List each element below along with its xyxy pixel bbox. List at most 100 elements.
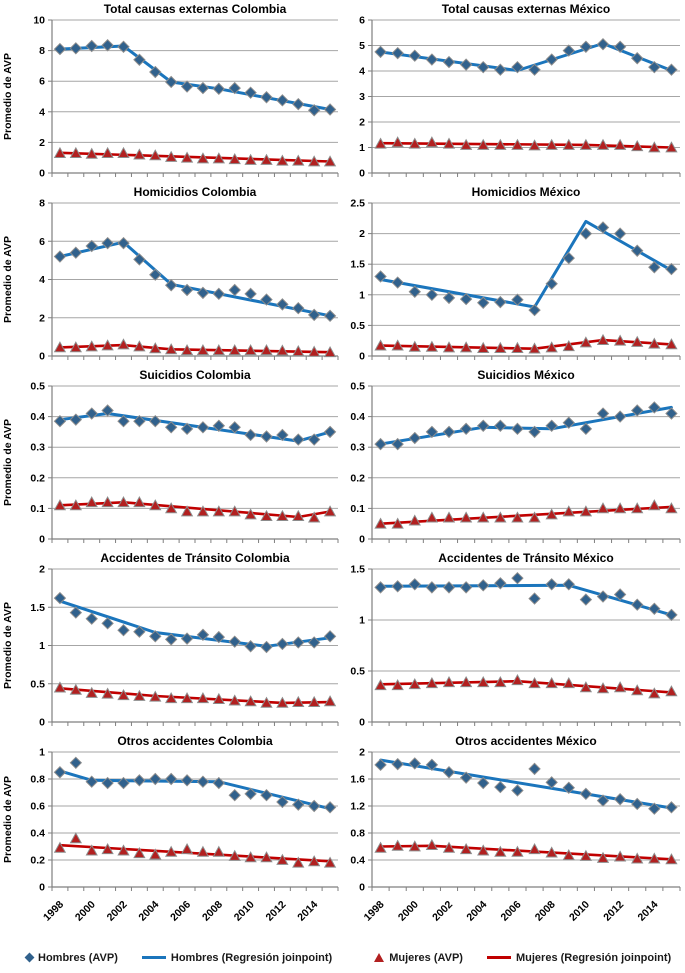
hombres-avp-marker (292, 798, 305, 811)
mujeres-avp-marker (391, 339, 404, 351)
hombres-avp-marker (101, 39, 114, 52)
mujeres-avp-marker (596, 682, 610, 694)
hombres-avp-marker (631, 404, 644, 417)
y-tick-label: 0.1 (350, 503, 365, 515)
x-tick-label: 1998 (41, 899, 66, 924)
mujeres-avp-marker (477, 341, 490, 353)
chart-accidentes-transito-colombia: 0 0.5 1 1.5 2 Accidentes de Tránsito Colombia… (0, 549, 342, 732)
y-tick-label: 0 (359, 534, 365, 546)
mujeres-avp-marker (228, 344, 241, 356)
mujeres-avp-marker (180, 692, 194, 704)
hombres-avp-marker (528, 762, 541, 776)
mujeres-avp-marker (292, 509, 305, 521)
hombres-avp-marker (648, 261, 661, 274)
hombres-avp-marker (511, 784, 524, 797)
hombres-avp-marker (149, 772, 162, 786)
mujeres-avp-marker (494, 341, 507, 353)
mujeres-triangle-icon (374, 953, 385, 962)
mujeres-avp-marker (631, 502, 644, 514)
mujeres-avp-marker (442, 675, 456, 688)
y-tick-label: 2 (39, 564, 45, 576)
hombres-avp-marker (665, 407, 678, 420)
mujeres-avp-marker (408, 137, 421, 149)
y-axis-label: Promedio de AVP (2, 53, 14, 140)
mujeres-avp-marker (528, 511, 541, 523)
mujeres-avp-marker (511, 673, 524, 686)
hombres-avp-marker (101, 404, 114, 417)
legend: Hombres (AVP) Hombres (Regresión joinpoin… (0, 942, 685, 973)
mujeres-avp-marker (53, 681, 67, 693)
hombres-avp-marker (117, 414, 130, 428)
mujeres-avp-marker (545, 138, 558, 150)
mujeres-avp-marker (477, 138, 490, 150)
y-tick-label: 1 (359, 615, 365, 627)
chart-canvas: 0 0.2 0.4 0.6 0.8 1 1998 2000 2002 2004 2006 2008 20… (2, 734, 339, 924)
y-tick-label: 1 (39, 747, 45, 759)
mujeres-avp-marker (442, 511, 456, 523)
hombres-avp-marker (133, 253, 146, 266)
chart-canvas: 0 0.1 0.2 0.3 0.4 0.5 Suicidios Colombia Promed… (2, 368, 339, 546)
hombres-avp-marker (212, 419, 226, 432)
x-tick-label: 2000 (396, 899, 421, 924)
hombres-avp-marker (260, 91, 273, 104)
mujeres-avp-marker (511, 138, 524, 150)
mujeres-avp-marker (196, 344, 210, 356)
x-tick-label: 2012 (264, 899, 289, 924)
mujeres-avp-marker (117, 688, 130, 701)
mujeres-avp-marker (133, 847, 146, 859)
y-tick-label: 6 (39, 236, 45, 248)
y-tick-label: 0.3 (350, 442, 365, 454)
mujeres-avp-marker (528, 677, 541, 689)
mujeres-avp-marker (579, 138, 593, 150)
hombres-avp-marker (164, 421, 178, 434)
hombres-avp-marker (260, 640, 273, 654)
y-tick-label: 2 (39, 312, 45, 324)
hombres-avp-marker (101, 617, 114, 630)
chart-suicidios-colombia: 0 0.1 0.2 0.3 0.4 0.5 Suicidios Colombia Promed… (0, 366, 342, 549)
hombres-avp-marker (391, 46, 404, 60)
hombres-avp-marker (117, 236, 130, 250)
mujeres-avp-marker (244, 851, 257, 863)
hombres-avp-marker (648, 602, 661, 615)
hombres-avp-marker (228, 635, 241, 648)
mujeres-joinpoint-line (379, 844, 673, 861)
hombres-avp-marker (374, 270, 387, 283)
hombres-avp-marker (292, 636, 305, 649)
hombres-avp-marker (494, 63, 507, 76)
chart-canvas: 0 0.5 1 1.5 2 2.5 Homicidios México (350, 185, 681, 363)
hombres-avp-marker (459, 771, 473, 784)
mujeres-avp-marker (648, 687, 661, 699)
y-tick-label: 0.4 (30, 828, 45, 840)
y-tick-label: 5 (359, 40, 365, 52)
hombres-avp-marker (459, 581, 473, 594)
chart-title: Accidentes de Tránsito Colombia (100, 551, 290, 565)
mujeres-avp-marker (596, 502, 610, 514)
hombres-avp-marker (133, 774, 146, 787)
y-tick-label: 1 (359, 142, 365, 154)
y-tick-label: 8 (39, 45, 45, 57)
x-tick-label: 2008 (200, 899, 225, 924)
chart-canvas: 0 1 2 3 4 5 6 Total causas externas México (359, 2, 681, 180)
hombres-avp-marker (69, 606, 83, 619)
mujeres-avp-marker (408, 340, 421, 352)
y-tick-label: 0.5 (350, 320, 365, 332)
hombres-avp-marker (149, 268, 162, 281)
hombres-avp-marker (562, 578, 575, 591)
mujeres-avp-marker (212, 845, 225, 857)
chart-canvas: 0 2 4 6 8 Homicidios Colombia Promedio de AVP (2, 185, 339, 363)
y-tick-label: 1.5 (350, 259, 365, 271)
y-tick-label: 10 (33, 15, 45, 27)
mujeres-avp-marker (631, 684, 644, 696)
hombres-avp-marker (196, 81, 210, 95)
mujeres-avp-marker (374, 679, 387, 691)
hombres-avp-marker (631, 244, 644, 257)
hombres-avp-marker (323, 801, 337, 814)
y-tick-label: 1.2 (350, 801, 365, 813)
hombres-avp-marker (133, 625, 146, 638)
chart-otros-accidentes-mexico: 0 0.4 0.8 1.2 1.6 2 1998 2000 2002 2004 2006 2008 20… (342, 732, 685, 942)
mujeres-avp-marker (579, 505, 593, 517)
mujeres-avp-marker (459, 138, 473, 150)
mujeres-avp-marker (244, 153, 257, 165)
mujeres-avp-marker (596, 333, 610, 345)
mujeres-avp-marker (244, 695, 257, 707)
